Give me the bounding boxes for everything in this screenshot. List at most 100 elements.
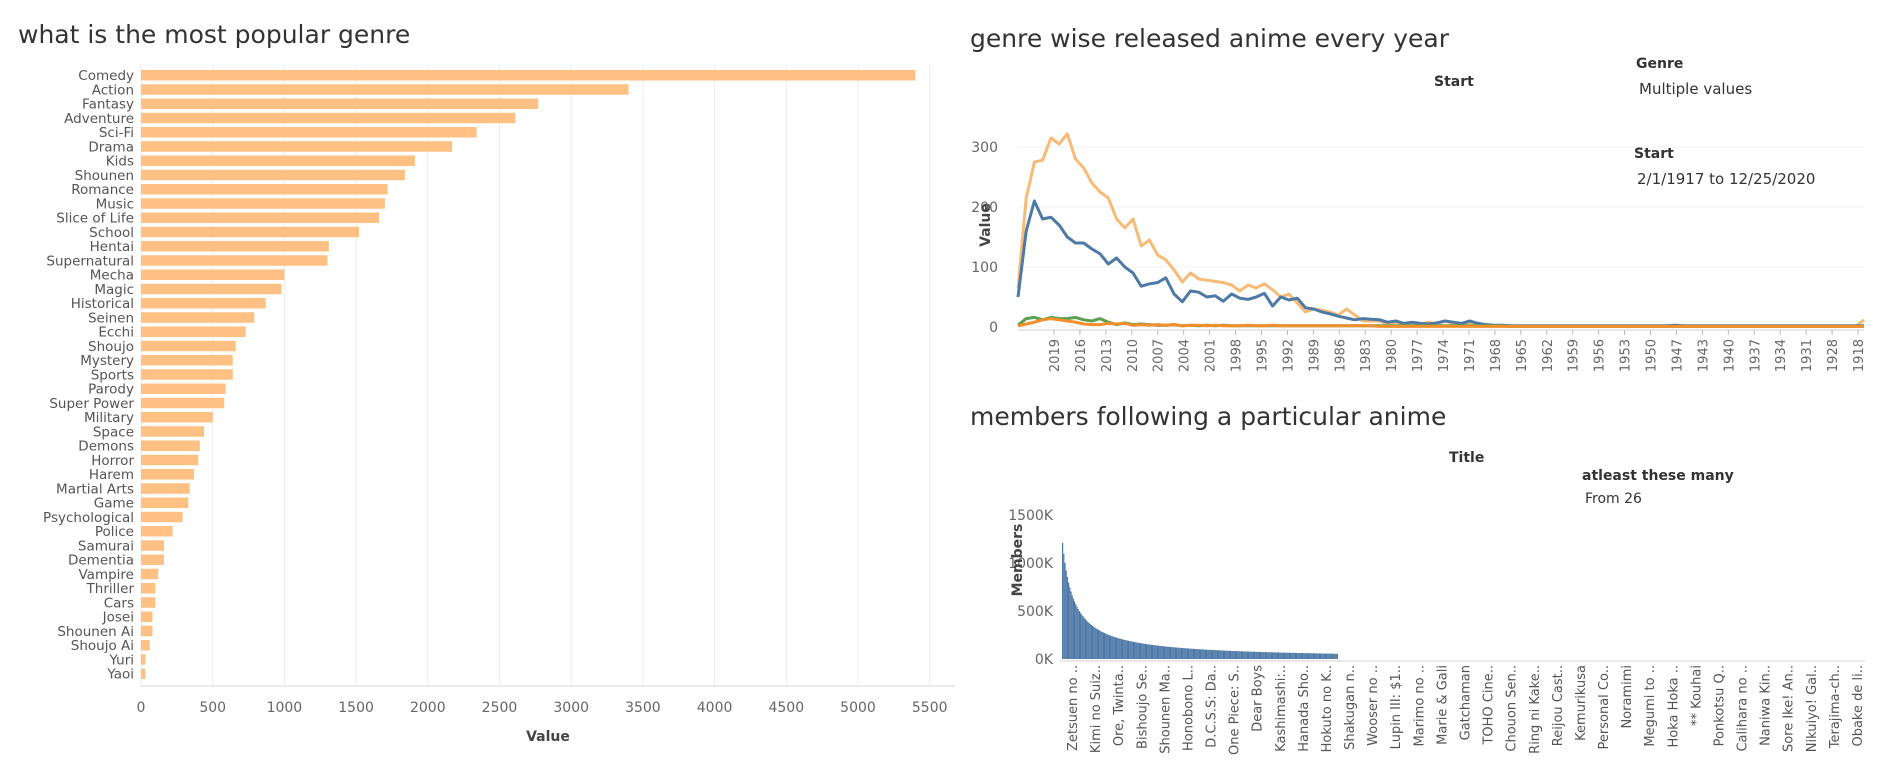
member-bar	[1062, 542, 1064, 659]
member-bar	[1102, 632, 1104, 659]
member-bar	[1132, 641, 1134, 659]
member-bar	[1068, 582, 1070, 659]
x-tick-label: Sore Ike! An..	[1782, 665, 1797, 752]
x-tick-label: 5500	[912, 700, 948, 716]
member-bar	[1286, 652, 1288, 659]
x-tick-label: 4500	[768, 700, 804, 716]
member-bar	[1219, 650, 1221, 659]
member-bar	[1071, 595, 1073, 659]
x-tick-label: 1980	[1385, 339, 1400, 372]
start-filter-value[interactable]: 2/1/1917 to 12/25/2020	[1637, 170, 1816, 188]
member-bar	[1105, 633, 1107, 659]
member-bar	[1172, 647, 1174, 659]
x-tick-label: Chouon Sen..	[1505, 665, 1520, 752]
member-bar	[1324, 653, 1326, 659]
member-bar	[1204, 649, 1206, 659]
member-bar	[1260, 651, 1262, 659]
members-filter-value[interactable]: From 26	[1585, 491, 1642, 507]
genre-label: Thriller	[86, 581, 135, 597]
x-tick-label: 1971	[1463, 339, 1478, 372]
member-bar	[1336, 653, 1338, 659]
member-bar	[1167, 646, 1169, 659]
x-tick-label: 1940	[1722, 339, 1737, 372]
member-bar	[1327, 653, 1329, 659]
genre-label: Samurai	[78, 538, 134, 554]
member-bar	[1214, 650, 1216, 659]
genre-label: Slice of Life	[56, 211, 134, 227]
x-tick-label: 1983	[1359, 339, 1374, 372]
member-bar	[1084, 619, 1086, 659]
member-bar	[1130, 641, 1132, 659]
x-tick-label: 1995	[1255, 339, 1270, 372]
member-bar	[1194, 648, 1196, 659]
x-tick-label: Lupin III: $1..	[1389, 665, 1404, 749]
genre-bar	[141, 269, 285, 280]
genre-bar	[141, 155, 415, 166]
x-tick-label: Calihara no ..	[1736, 665, 1751, 752]
member-bar	[1123, 639, 1125, 659]
x-tick-label: 1962	[1541, 339, 1556, 372]
member-bar	[1218, 650, 1220, 659]
x-tick-label: Megumi to ..	[1643, 665, 1658, 747]
member-bar	[1188, 648, 1190, 659]
x-tick-label: Wooser no ..	[1366, 665, 1381, 746]
member-bar	[1252, 651, 1254, 659]
x-tick-label: 1989	[1307, 339, 1322, 372]
member-bar	[1183, 648, 1185, 659]
member-bar	[1310, 653, 1312, 659]
genre-bar	[141, 668, 146, 679]
genre-label: Hentai	[90, 239, 134, 255]
member-bar	[1083, 617, 1085, 659]
genre-label: Space	[93, 424, 134, 440]
genre-label: Romance	[71, 182, 134, 198]
genre-bar	[141, 340, 236, 352]
member-bar	[1291, 652, 1293, 659]
member-bar	[1261, 652, 1263, 659]
x-tick-label: Shakugan n..	[1343, 665, 1358, 750]
x-tick-label: Gatchaman	[1459, 665, 1474, 740]
member-bar	[1100, 631, 1102, 659]
member-bar	[1110, 635, 1112, 659]
member-bar	[1143, 643, 1145, 659]
member-bar	[1228, 650, 1230, 659]
x-tick-label: 4000	[697, 700, 733, 716]
member-bar	[1178, 647, 1180, 659]
member-bar	[1098, 629, 1100, 659]
member-bar	[1154, 645, 1156, 659]
genre-filter-value[interactable]: Multiple values	[1639, 80, 1753, 98]
x-tick-label: 1947	[1670, 339, 1685, 372]
x-tick-label: Hoka Hoka ..	[1666, 665, 1681, 748]
genre-label: Supernatural	[46, 253, 134, 269]
member-bar	[1335, 653, 1337, 659]
member-bar	[1094, 627, 1096, 659]
member-bar	[1118, 638, 1120, 659]
member-bar	[1131, 641, 1133, 659]
member-bar	[1274, 652, 1276, 659]
yearly-start-header: Start	[1434, 74, 1474, 90]
genre-bar	[141, 597, 156, 608]
member-bar	[1147, 644, 1149, 659]
x-tick-label: Dear Boys	[1251, 665, 1266, 732]
member-bar	[1222, 650, 1224, 659]
genre-label: Josei	[102, 610, 134, 626]
member-bar	[1249, 651, 1251, 659]
member-bar	[1330, 653, 1332, 659]
x-tick-label: TOHO Cine..	[1482, 665, 1497, 746]
member-bar	[1287, 652, 1289, 659]
member-bar	[1248, 651, 1250, 659]
x-tick-label: 1956	[1593, 339, 1608, 372]
member-bar	[1200, 649, 1202, 659]
x-tick-label: 1959	[1567, 339, 1582, 372]
member-bar	[1086, 620, 1088, 659]
genre-label: Seinen	[88, 310, 134, 326]
genre-label: Dementia	[68, 553, 134, 569]
member-bar	[1078, 611, 1080, 659]
genre-bar	[141, 326, 246, 337]
x-tick-label: 1950	[1645, 339, 1660, 372]
x-tick-label: Shounen Ma..	[1158, 665, 1173, 754]
member-bar	[1155, 645, 1157, 659]
member-bar	[1089, 623, 1091, 659]
genre-bar	[141, 554, 164, 565]
genre-bar	[141, 184, 388, 195]
